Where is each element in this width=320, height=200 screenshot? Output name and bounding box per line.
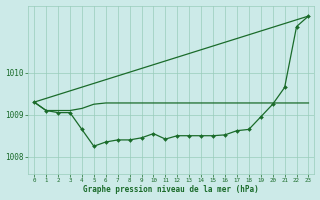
X-axis label: Graphe pression niveau de la mer (hPa): Graphe pression niveau de la mer (hPa) (84, 185, 259, 194)
